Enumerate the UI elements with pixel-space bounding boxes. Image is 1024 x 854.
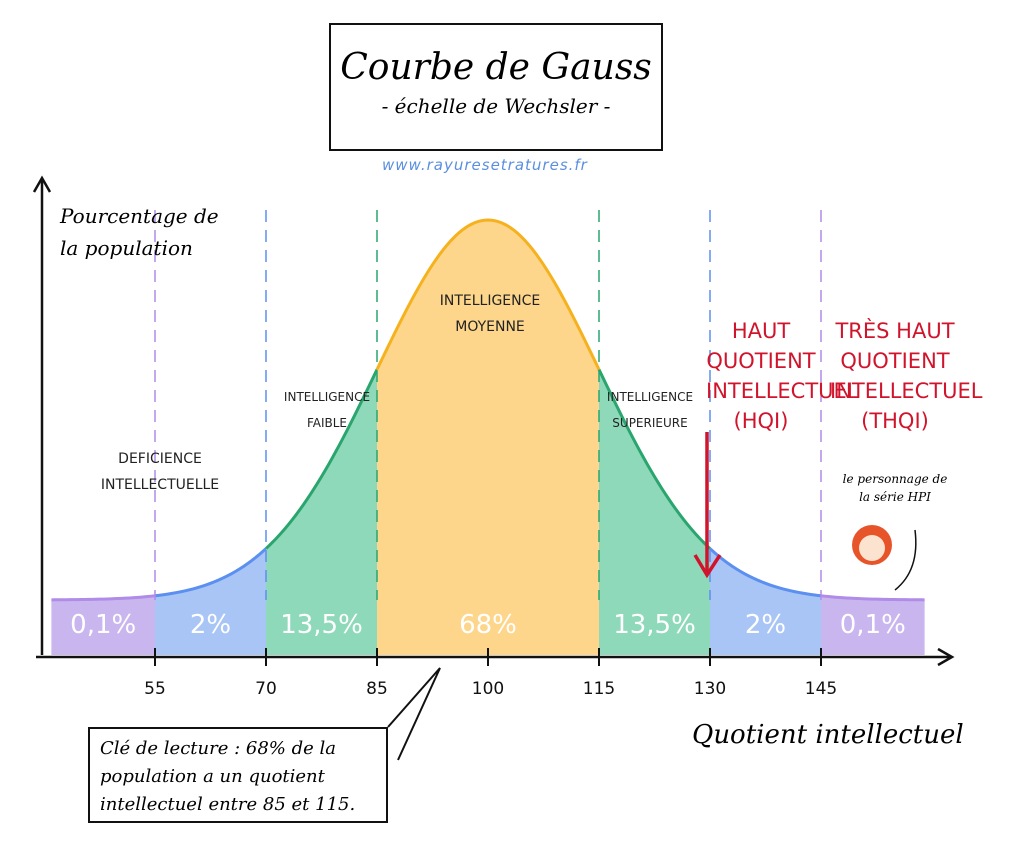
x-axis-label: Quotient intellectuel [692, 720, 964, 750]
tick-label-2: 85 [366, 679, 388, 699]
character-pointer [894, 529, 917, 591]
label-deficience: Deficience intellectuelle [100, 451, 220, 493]
curve-segment-1 [154, 547, 268, 598]
source-url: www.rayuresetratures.fr [382, 156, 588, 174]
region-2 [266, 369, 377, 655]
character-face [859, 535, 885, 561]
tick-label-6: 145 [805, 679, 837, 699]
curve-segment-5 [708, 547, 822, 598]
tick-label-5: 130 [694, 679, 726, 699]
region-3 [377, 220, 599, 655]
pct-label-0: 0,1% [70, 610, 136, 640]
pct-label-5: 2% [745, 610, 786, 640]
tick-label-4: 115 [583, 679, 615, 699]
hqi-arrow-head [693, 554, 722, 579]
curve-segment-6 [820, 594, 925, 602]
curve-segment-2 [264, 368, 379, 550]
pct-label-6: 0,1% [840, 610, 906, 640]
label-thqi: TRÈS HAUT QUOTIENT INTELLECTUEL (THQI) [830, 319, 983, 433]
label-moyenne: Intelligence moyenne [439, 293, 541, 335]
region-6 [821, 595, 925, 655]
pct-label-2: 13,5% [280, 610, 363, 640]
tick-label-0: 55 [144, 679, 166, 699]
tick-label-3: 100 [472, 679, 504, 699]
pct-label-1: 2% [190, 610, 231, 640]
pct-label-3: 68% [459, 610, 517, 640]
y-axis-label: Pourcentage de la population [60, 204, 219, 260]
region-1 [155, 548, 266, 655]
curve-segment-3 [375, 218, 601, 371]
y-axis-arrow [32, 175, 52, 193]
label-superieure: Intelligence superieure [606, 390, 694, 430]
subtitle: - échelle de Wechsler - [381, 94, 611, 118]
title-box: Courbe de Gauss - échelle de Wechsler - [329, 23, 663, 151]
region-4 [599, 369, 710, 655]
curve-segment-4 [597, 368, 712, 550]
reading-note: Clé de lecture : 68% de la population a … [88, 727, 388, 823]
title: Courbe de Gauss [340, 47, 652, 88]
region-5 [710, 548, 821, 655]
pct-label-4: 13,5% [613, 610, 696, 640]
character-note: le personnage de la série HPI [842, 472, 948, 504]
label-hqi: HAUT QUOTIENT INTELLECTUEL (HQI) [706, 319, 859, 433]
region-0 [51, 595, 155, 655]
curve-segment-0 [51, 594, 156, 602]
x-axis-arrow [937, 647, 955, 667]
label-faible: Intelligence faible [283, 390, 371, 430]
note-pointer [387, 667, 441, 761]
tick-label-1: 70 [255, 679, 277, 699]
